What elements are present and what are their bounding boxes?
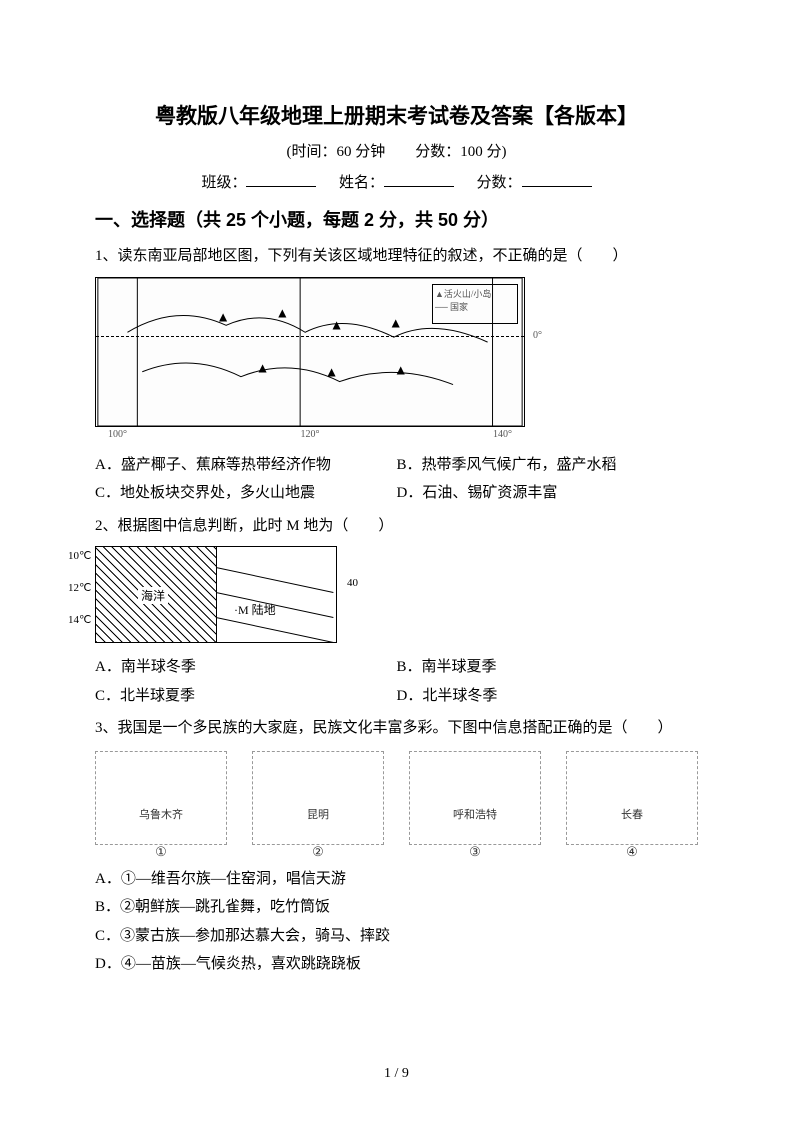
label-score: 分数： (477, 175, 522, 191)
legend-line-2: ── 国家 (435, 300, 515, 313)
q1-options: A．盛产椰子、蕉麻等热带经济作物 B．热带季风气候广布，盛产水稻 C．地处板块交… (95, 451, 698, 508)
svg-text:▲: ▲ (216, 309, 230, 324)
svg-text:▲: ▲ (389, 315, 403, 330)
tick-140: 140° (493, 429, 512, 440)
q3-fig-3: 呼和浩特 ③ (409, 751, 541, 845)
doc-subtitle: (时间：60 分钟 分数：100 分) (95, 140, 698, 161)
ylabel-12: 12℃ (68, 581, 91, 594)
m-text: ·M (234, 603, 249, 617)
page-number: 1 / 9 (0, 1066, 793, 1082)
blank-score[interactable] (522, 172, 592, 187)
q2-opt-d[interactable]: D．北半球冬季 (397, 682, 699, 711)
q3-fig-2-num: ② (312, 844, 324, 860)
tick-120: 120° (301, 429, 320, 440)
q2-opt-c[interactable]: C．北半球夏季 (95, 682, 397, 711)
svg-text:▲: ▲ (325, 364, 339, 379)
tick-100: 100° (108, 429, 127, 440)
ylabel-14: 14℃ (68, 613, 91, 626)
legend-line-1: ▲活火山/小岛 (435, 287, 515, 300)
sea-label: 海洋 (138, 587, 168, 604)
q3-fig-3-caption: 呼和浩特 (453, 806, 497, 822)
section-1-heading: 一、选择题（共 25 个小题，每题 2 分，共 50 分） (95, 206, 698, 232)
spacer-2 (95, 849, 698, 865)
land-text: 陆地 (252, 603, 276, 617)
svg-text:▲: ▲ (256, 360, 270, 375)
label-name: 姓名： (339, 175, 384, 191)
right-label-40: 40 (347, 577, 358, 589)
q3-stem: 3、我国是一个多民族的大家庭，民族文化丰富多彩。下图中信息搭配正确的是（ ） (95, 714, 698, 743)
q3-fig-4: 长春 ④ (566, 751, 698, 845)
q3-fig-2-caption: 昆明 (307, 806, 329, 822)
label-class: 班级： (201, 175, 246, 191)
q3-opt-c[interactable]: C．③蒙古族—参加那达慕大会，骑马、摔跤 (95, 922, 698, 951)
point-m-label: ·M 陆地 (234, 601, 276, 618)
ylabel-10: 10℃ (68, 549, 91, 562)
isotherm-3 (216, 617, 334, 643)
equator-line (96, 336, 524, 337)
q2-opt-a[interactable]: A．南半球冬季 (95, 653, 397, 682)
exam-page: 粤教版八年级地理上册期末考试卷及答案【各版本】 (时间：60 分钟 分数：100… (0, 0, 793, 1122)
equator-label: 0° (533, 330, 542, 341)
q1-opt-a[interactable]: A．盛产椰子、蕉麻等热带经济作物 (95, 451, 397, 480)
q3-opt-d[interactable]: D．④—苗族—气候炎热，喜欢跳跷跷板 (95, 950, 698, 979)
q1-map: ▲ ▲ ▲ ▲ ▲ ▲ ▲ 0° ▲活火山/小岛 ── 国家 100° 120°… (95, 277, 525, 427)
doc-title: 粤教版八年级地理上册期末考试卷及答案【各版本】 (95, 100, 698, 130)
svg-text:▲: ▲ (330, 317, 344, 332)
svg-text:▲: ▲ (394, 362, 408, 377)
q3-fig-4-num: ④ (626, 844, 638, 860)
q3-options: A．①—维吾尔族—住窑洞，唱信天游 B．②朝鲜族—跳孔雀舞，吃竹筒饭 C．③蒙古… (95, 865, 698, 979)
q3-figure-row: 乌鲁木齐 ① 昆明 ② 呼和浩特 ③ 长春 ④ (95, 751, 698, 845)
q2-figure: 海洋 ·M 陆地 10℃ 12℃ 14℃ 40 (95, 546, 337, 643)
map-legend: ▲活火山/小岛 ── 国家 (432, 284, 518, 324)
blank-class[interactable] (246, 172, 316, 187)
q3-opt-a[interactable]: A．①—维吾尔族—住窑洞，唱信天游 (95, 865, 698, 894)
q3-opt-b[interactable]: B．②朝鲜族—跳孔雀舞，吃竹筒饭 (95, 893, 698, 922)
fill-row: 班级： 姓名： 分数： (95, 171, 698, 192)
svg-text:▲: ▲ (275, 305, 289, 320)
q3-fig-4-caption: 长春 (621, 806, 643, 822)
q1-stem: 1、读东南亚局部地区图，下列有关该区域地理特征的叙述，不正确的是（ ） (95, 242, 698, 271)
lon-ticks: 100° 120° 140° (96, 429, 524, 440)
q2-opt-b[interactable]: B．南半球夏季 (397, 653, 699, 682)
q3-fig-1: 乌鲁木齐 ① (95, 751, 227, 845)
q1-opt-d[interactable]: D．石油、锡矿资源丰富 (397, 479, 699, 508)
q1-opt-b[interactable]: B．热带季风气候广布，盛产水稻 (397, 451, 699, 480)
q2-stem: 2、根据图中信息判断，此时 M 地为（ ） (95, 512, 698, 541)
q3-fig-1-num: ① (155, 844, 167, 860)
q2-options: A．南半球冬季 B．南半球夏季 C．北半球夏季 D．北半球冬季 (95, 653, 698, 710)
q3-fig-1-caption: 乌鲁木齐 (139, 806, 183, 822)
q3-fig-2: 昆明 ② (252, 751, 384, 845)
q3-fig-3-num: ③ (469, 844, 481, 860)
isotherm-1 (216, 567, 334, 593)
blank-name[interactable] (384, 172, 454, 187)
q1-opt-c[interactable]: C．地处板块交界处，多火山地震 (95, 479, 397, 508)
